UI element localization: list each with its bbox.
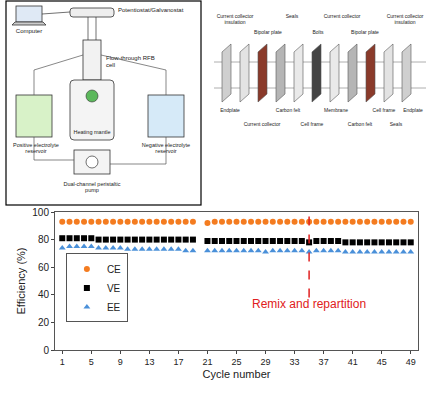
svg-text:Current collector: Current collector xyxy=(244,121,281,127)
svg-text:29: 29 xyxy=(261,357,271,367)
svg-text:Remix and repartition: Remix and repartition xyxy=(252,297,366,311)
svg-text:Positive electrolytereservoir: Positive electrolytereservoir xyxy=(13,142,59,154)
svg-text:EE: EE xyxy=(107,302,121,313)
svg-text:Efficiency (%): Efficiency (%) xyxy=(15,247,27,314)
svg-text:VE: VE xyxy=(107,283,121,294)
svg-text:5: 5 xyxy=(89,357,94,367)
svg-text:Endplate: Endplate xyxy=(220,107,240,113)
svg-text:60: 60 xyxy=(38,262,50,273)
svg-text:0: 0 xyxy=(43,345,49,356)
svg-text:17: 17 xyxy=(173,357,183,367)
svg-text:Seals: Seals xyxy=(390,121,403,127)
svg-text:Current collectorinsulation: Current collectorinsulation xyxy=(387,13,424,25)
svg-text:41: 41 xyxy=(348,357,358,367)
svg-text:13: 13 xyxy=(144,357,154,367)
svg-text:Bipolar plate: Bipolar plate xyxy=(351,29,379,35)
svg-text:Potentiostat/Galvanostat: Potentiostat/Galvanostat xyxy=(118,7,184,13)
svg-text:Dual-channel peristalticpump: Dual-channel peristalticpump xyxy=(63,181,120,193)
svg-text:Endplate: Endplate xyxy=(403,107,423,113)
svg-text:49: 49 xyxy=(406,357,416,367)
svg-text:Bolts: Bolts xyxy=(312,29,324,35)
svg-text:Cell frame: Cell frame xyxy=(301,121,324,127)
svg-text:1: 1 xyxy=(60,357,65,367)
svg-text:Cycle number: Cycle number xyxy=(203,368,271,380)
svg-text:Current collectorinsulation: Current collectorinsulation xyxy=(217,13,254,25)
svg-text:20: 20 xyxy=(38,317,50,328)
svg-text:Membrane: Membrane xyxy=(324,107,348,113)
svg-text:Seals: Seals xyxy=(286,13,299,19)
svg-text:37: 37 xyxy=(319,357,329,367)
svg-text:Negative electrolytereservoir: Negative electrolytereservoir xyxy=(142,142,190,154)
svg-text:45: 45 xyxy=(377,357,387,367)
svg-text:100: 100 xyxy=(32,207,49,218)
svg-text:Flow-through RFBcell: Flow-through RFBcell xyxy=(106,55,155,68)
svg-text:CE: CE xyxy=(107,264,121,275)
svg-text:9: 9 xyxy=(118,357,123,367)
svg-text:21: 21 xyxy=(202,357,212,367)
svg-text:Heating mantle: Heating mantle xyxy=(74,129,111,135)
svg-text:Bipolar plate: Bipolar plate xyxy=(254,29,282,35)
svg-text:33: 33 xyxy=(290,357,300,367)
svg-text:Carbon felt: Carbon felt xyxy=(348,121,373,127)
svg-text:Carbon felt: Carbon felt xyxy=(276,107,301,113)
svg-text:80: 80 xyxy=(38,234,50,245)
svg-text:25: 25 xyxy=(231,357,241,367)
svg-text:40: 40 xyxy=(38,289,50,300)
svg-text:Cell frame: Cell frame xyxy=(373,107,396,113)
svg-text:Current collector: Current collector xyxy=(324,13,361,19)
svg-text:Computer: Computer xyxy=(16,28,42,34)
